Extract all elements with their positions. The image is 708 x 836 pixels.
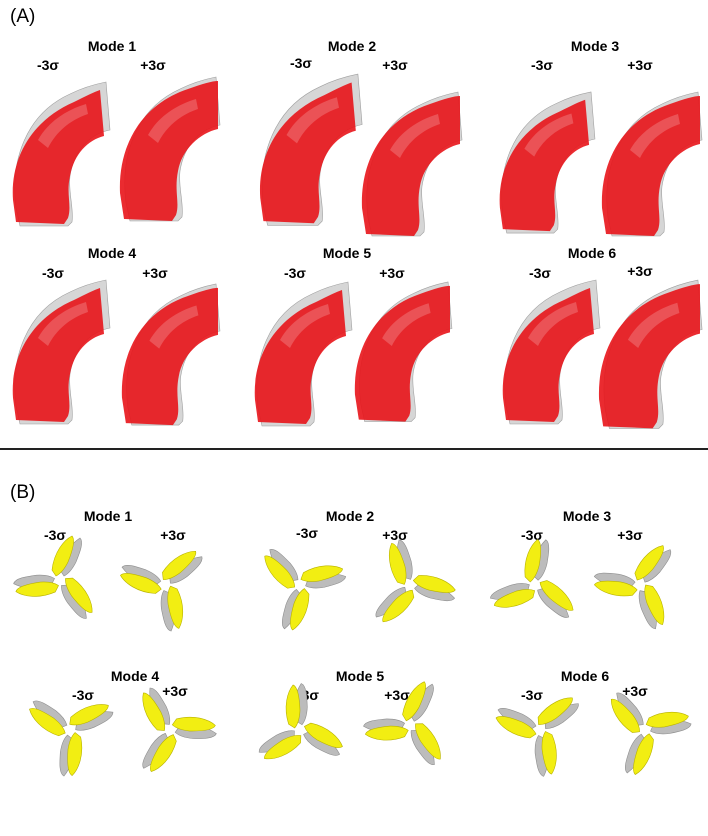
panel-a-mode-4-minus: -3σ xyxy=(41,265,65,281)
aorta-shape-11 xyxy=(502,279,601,425)
panel-a-mode-5-minus: -3σ xyxy=(283,265,307,281)
aorta-shape-9 xyxy=(254,281,353,427)
panel-a-mode-4-plus: +3σ xyxy=(142,265,168,281)
panel-a-label: (A) xyxy=(10,6,36,27)
panel-b-mode-1-minus: -3σ xyxy=(43,527,67,543)
panel-b-mode-3-plus: +3σ xyxy=(617,527,643,543)
panel-a-aorta-renderings xyxy=(12,73,703,429)
panel-a-mode-5-plus: +3σ xyxy=(379,265,405,281)
aorta-shape-4 xyxy=(361,91,463,237)
panel-a-mode-6-minus: -3σ xyxy=(528,265,552,281)
leaflet-group-3 xyxy=(264,549,347,631)
panel-b-mode-4-minus: -3σ xyxy=(71,687,95,703)
panel-b-mode-2-minus: -3σ xyxy=(295,525,319,541)
aorta-shape-10 xyxy=(354,281,453,422)
panel-b-mode-3-minus: -3σ xyxy=(520,527,544,543)
panel-b-label: (B) xyxy=(10,482,36,503)
panel-b-mode-6-minus: -3σ xyxy=(520,687,544,703)
panel-a-mode-3-title: Mode 3 xyxy=(570,38,620,54)
aorta-shape-1 xyxy=(12,81,111,227)
aorta-shape-8 xyxy=(121,283,221,426)
aorta-shape-3 xyxy=(259,73,363,226)
aorta-shape-5 xyxy=(499,91,596,234)
leaflet-group-1 xyxy=(13,535,93,619)
panel-a-mode-1-minus: -3σ xyxy=(36,57,60,73)
leaflet-group-11 xyxy=(495,697,579,777)
leaflet-group-10 xyxy=(363,681,441,765)
panel-b-mode-5-plus: +3σ xyxy=(384,687,410,703)
panel-b-mode-1-title: Mode 1 xyxy=(83,508,133,524)
panel-b-mode-6-plus: +3σ xyxy=(622,683,648,699)
panel-a-mode-1-plus: +3σ xyxy=(140,57,166,73)
panel-b-leaflet-renderings xyxy=(13,535,692,777)
panel-b-mode-1-plus: +3σ xyxy=(160,527,186,543)
leaflet-group-9 xyxy=(258,683,343,760)
aorta-shape-6 xyxy=(601,91,703,237)
panel-a-mode-2-title: Mode 2 xyxy=(327,38,377,54)
panel-a-mode-6-title: Mode 6 xyxy=(567,245,617,261)
leaflet-group-8 xyxy=(142,687,217,772)
panel-b-mode-2-title: Mode 2 xyxy=(325,508,375,524)
panel-b-mode-4-plus: +3σ xyxy=(162,683,188,699)
panel-b-mode-4-title: Mode 4 xyxy=(110,668,160,684)
aorta-shape-7 xyxy=(12,279,111,425)
panel-b-mode-3-title: Mode 3 xyxy=(562,508,612,524)
panel-b-mode-2-plus: +3σ xyxy=(382,527,408,543)
leaflet-group-2 xyxy=(120,550,203,632)
leaflet-group-12 xyxy=(610,692,692,775)
panel-a-mode-3-plus: +3σ xyxy=(627,57,653,73)
panel-b-mode-5-title: Mode 5 xyxy=(335,668,385,684)
panel-a-mode-3-minus: -3σ xyxy=(530,57,554,73)
leaflet-group-5 xyxy=(490,539,574,618)
panel-divider xyxy=(0,448,708,450)
panel-a-mode-6-plus: +3σ xyxy=(627,263,653,279)
panel-a-mode-2-minus: -3σ xyxy=(289,55,313,71)
panel-b-mode-6-title: Mode 6 xyxy=(560,668,610,684)
panel-a-mode-2-plus: +3σ xyxy=(382,57,408,73)
aorta-shape-2 xyxy=(119,76,221,222)
panel-a-mode-1-title: Mode 1 xyxy=(87,38,137,54)
panel-a-mode-4-title: Mode 4 xyxy=(87,245,137,261)
leaflet-group-7 xyxy=(29,700,114,777)
leaflet-group-6 xyxy=(593,545,672,630)
panel-a-mode-5-title: Mode 5 xyxy=(322,245,372,261)
leaflet-group-4 xyxy=(375,539,456,623)
aorta-shape-12 xyxy=(598,279,703,429)
